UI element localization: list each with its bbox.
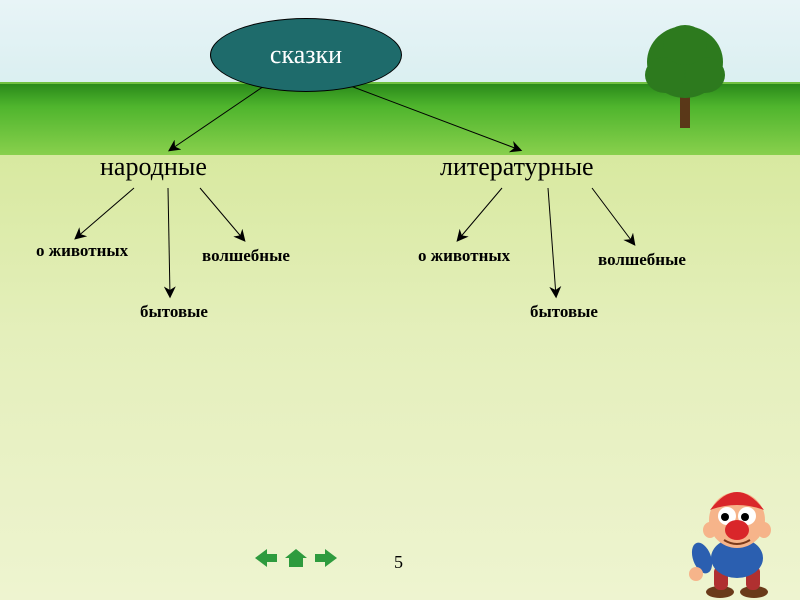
prev-button[interactable] (254, 548, 278, 568)
cartoon-character (680, 480, 800, 600)
leaf-node: бытовые (530, 302, 598, 322)
root-node: сказки (210, 18, 402, 92)
slide: сказки народные литературные о животных во… (0, 0, 800, 600)
node-lit: литературные (440, 152, 594, 182)
node-folk: народные (100, 152, 207, 182)
home-button[interactable] (284, 548, 308, 568)
leaf-node: волшебные (202, 246, 290, 266)
nav-controls (254, 548, 338, 568)
leaf-node: бытовые (140, 302, 208, 322)
leaf-node: волшебные (598, 250, 686, 270)
leaf-node: о животных (418, 246, 510, 266)
root-label: сказки (270, 40, 342, 70)
next-button[interactable] (314, 548, 338, 568)
leaf-node: о животных (36, 241, 128, 261)
page-number: 5 (394, 552, 403, 573)
